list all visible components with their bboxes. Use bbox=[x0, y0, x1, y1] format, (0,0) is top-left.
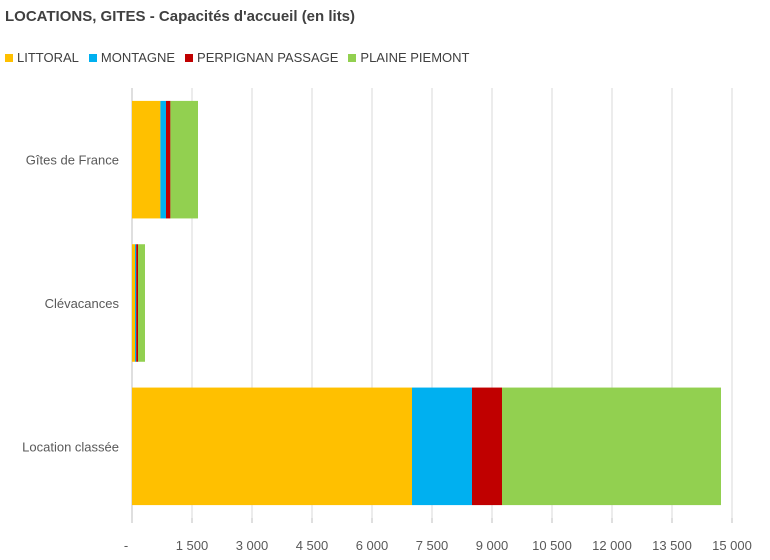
bar-segment bbox=[502, 387, 721, 506]
x-tick-label: 1 500 bbox=[176, 538, 209, 553]
legend-swatch bbox=[5, 53, 13, 62]
legend-item: PERPIGNAN PASSAGE bbox=[185, 50, 338, 65]
category-label: Location classée bbox=[22, 439, 119, 454]
bar-segment bbox=[160, 100, 166, 219]
x-tick-label: 10 500 bbox=[532, 538, 572, 553]
legend-item: PLAINE PIEMONT bbox=[348, 50, 469, 65]
legend-swatch bbox=[185, 53, 194, 62]
legend-swatch bbox=[88, 53, 97, 62]
legend: LITTORAL MONTAGNE PERPIGNAN PASSAGE PLAINE … bbox=[5, 50, 469, 65]
bar-segment bbox=[135, 244, 137, 362]
x-tick-label: 7 500 bbox=[416, 538, 449, 553]
x-tick-label: 13 500 bbox=[652, 538, 692, 553]
bar-segment bbox=[412, 387, 472, 506]
x-tick-label: 3 000 bbox=[236, 538, 269, 553]
x-tick-label: 9 000 bbox=[476, 538, 509, 553]
x-tick-label: - bbox=[124, 538, 128, 553]
legend-label: MONTAGNE bbox=[100, 50, 176, 65]
x-tick-label: 6 000 bbox=[356, 538, 389, 553]
legend-item: MONTAGNE bbox=[88, 50, 176, 65]
legend-item: LITTORAL bbox=[5, 50, 79, 65]
bar-segment bbox=[138, 244, 145, 362]
x-tick-label: 4 500 bbox=[296, 538, 329, 553]
legend-label: PLAINE PIEMONT bbox=[360, 50, 470, 65]
bar-segment bbox=[170, 100, 198, 219]
legend-label: LITTORAL bbox=[17, 50, 79, 65]
chart-title: LOCATIONS, GITES - Capacités d'accueil (… bbox=[5, 8, 356, 25]
legend-label: PERPIGNAN PASSAGE bbox=[197, 50, 339, 65]
legend-swatch bbox=[348, 53, 357, 62]
bar-segment bbox=[132, 100, 161, 219]
category-label: Clévacances bbox=[45, 296, 120, 311]
category-label: Gîtes de France bbox=[26, 153, 119, 168]
bar-segment bbox=[132, 387, 412, 506]
bar-segment bbox=[132, 244, 135, 362]
bar-segment bbox=[472, 387, 502, 506]
x-tick-label: 15 000 bbox=[712, 538, 752, 553]
bar-segment bbox=[136, 244, 138, 362]
bar-segment bbox=[166, 100, 171, 219]
x-tick-label: 12 000 bbox=[592, 538, 632, 553]
